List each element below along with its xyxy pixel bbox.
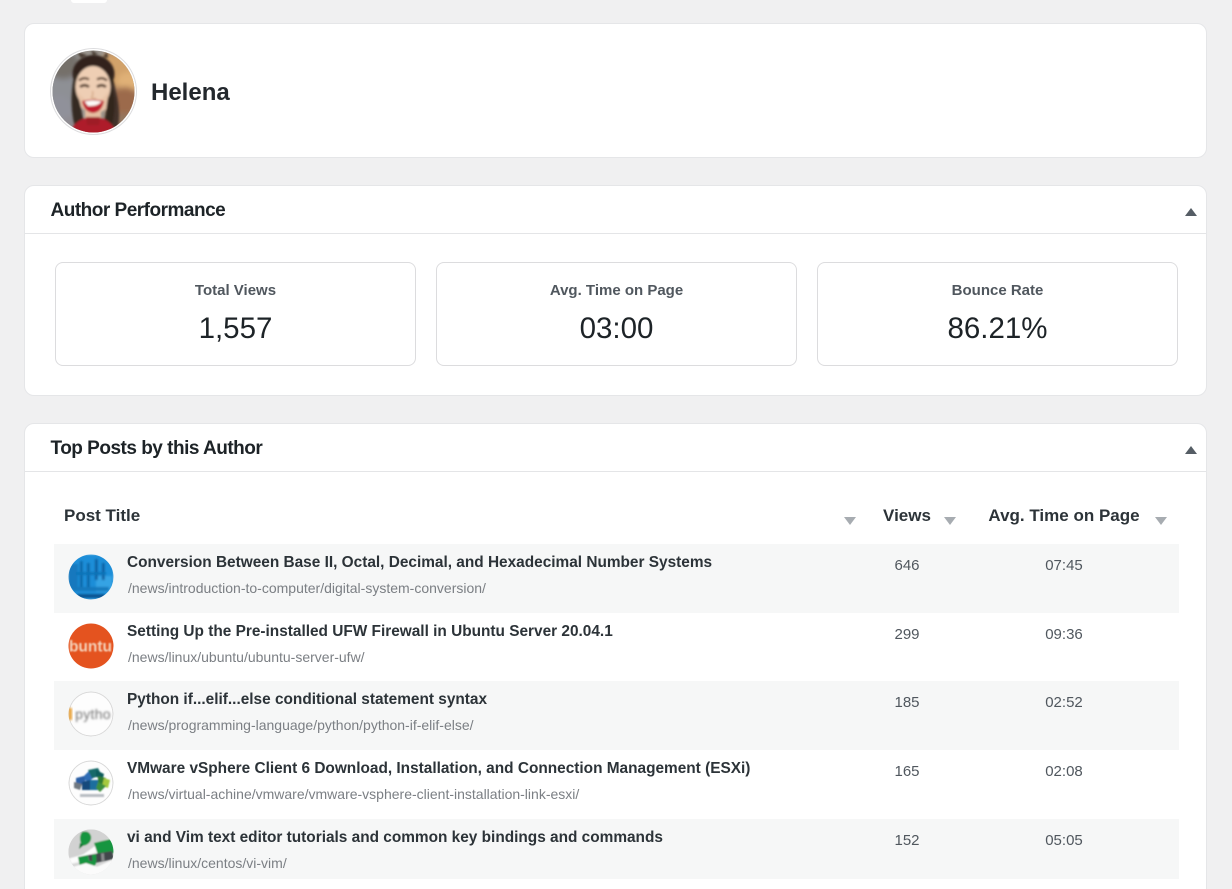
svg-text:buntu: buntu xyxy=(68,638,111,655)
svg-text:pytho: pytho xyxy=(75,706,111,722)
